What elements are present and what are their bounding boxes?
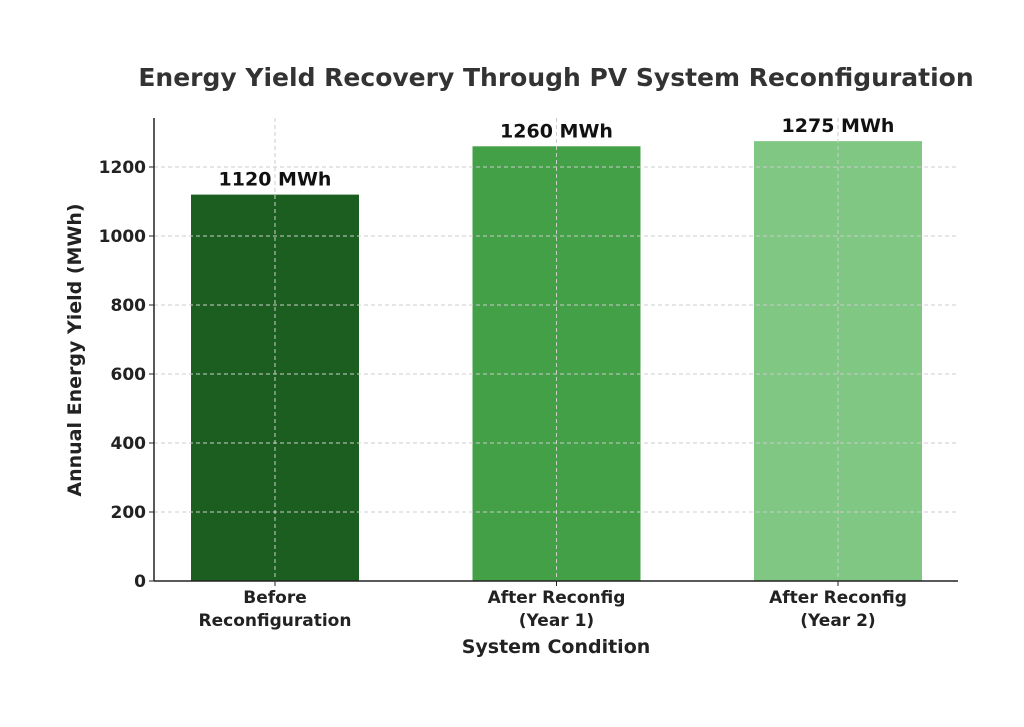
y-tick-label: 1000: [99, 227, 146, 247]
y-tick-label: 1200: [99, 158, 146, 178]
y-tick-label: 200: [111, 503, 147, 523]
y-tick-label: 800: [111, 296, 147, 316]
y-axis-label: Annual Energy Yield (MWh): [64, 203, 86, 496]
x-tick-label: (Year 2): [800, 611, 875, 631]
data-label: 1275 MWh: [782, 115, 895, 137]
x-tick-label: Reconfiguration: [199, 611, 352, 631]
y-tick-label: 600: [111, 365, 147, 385]
x-axis-label: System Condition: [462, 636, 651, 658]
y-tick-label: 400: [111, 434, 147, 454]
data-label: 1260 MWh: [500, 120, 613, 142]
x-tick-label: After Reconfig: [488, 588, 626, 608]
x-tick-label: (Year 1): [519, 611, 594, 631]
y-tick-label: 0: [134, 572, 146, 592]
x-tick-label: After Reconfig: [769, 588, 907, 608]
x-tick-label: Before: [243, 588, 306, 608]
chart-title: Energy Yield Recovery Through PV System …: [138, 63, 973, 92]
data-label: 1120 MWh: [219, 169, 332, 191]
bar: [754, 141, 922, 581]
